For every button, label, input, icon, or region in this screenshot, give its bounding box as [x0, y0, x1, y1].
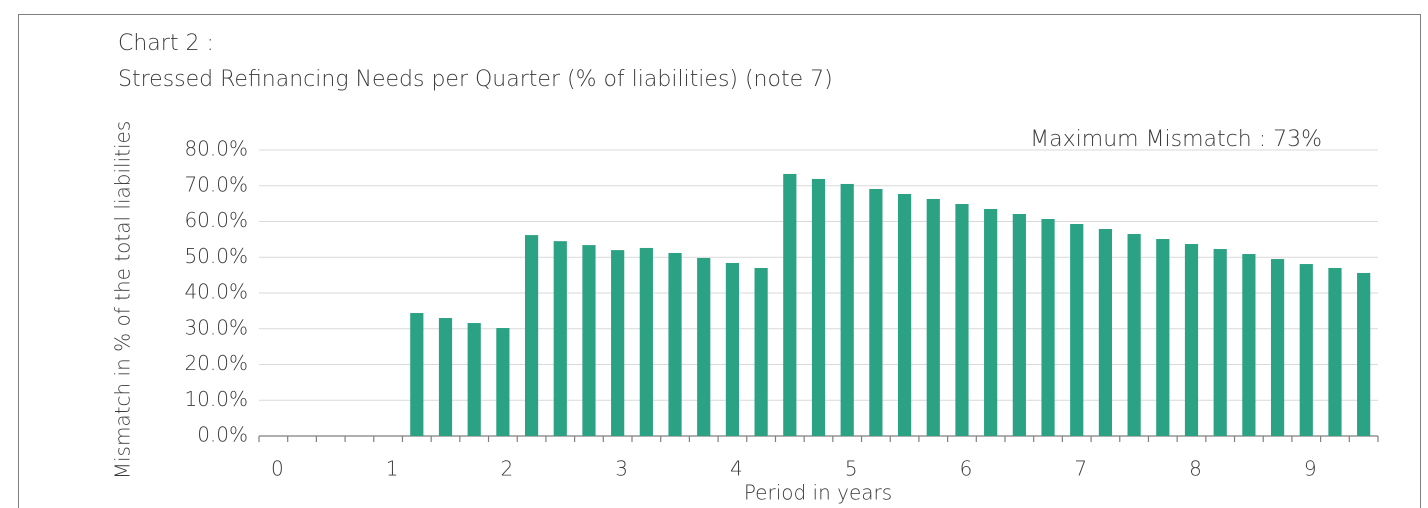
bar — [955, 203, 969, 436]
bar — [1213, 249, 1227, 436]
x-tick-label: 2 — [501, 457, 514, 481]
x-tick-label: 7 — [1074, 457, 1087, 481]
y-tick-label: 40.0% — [184, 280, 248, 304]
x-tick-label: 3 — [615, 457, 628, 481]
bar — [639, 247, 653, 436]
bar — [1098, 229, 1113, 436]
bar — [811, 178, 826, 436]
bar — [668, 252, 682, 436]
bar — [754, 267, 768, 436]
bar — [438, 318, 453, 436]
bar — [697, 257, 711, 436]
y-tick-label: 60.0% — [184, 208, 248, 232]
bar — [1299, 264, 1313, 436]
bar — [553, 241, 567, 436]
y-tick-label: 70.0% — [184, 172, 248, 196]
bar — [783, 173, 797, 436]
y-tick-label: 10.0% — [184, 387, 248, 411]
bar — [840, 183, 854, 436]
y-tick-label: 50.0% — [184, 244, 248, 268]
bar — [410, 313, 424, 436]
bar — [524, 235, 539, 436]
y-tick-label: 80.0% — [184, 137, 248, 161]
annotation: Maximum Mismatch : 73% — [1030, 127, 1322, 152]
x-tick-label: 0 — [271, 457, 284, 481]
bar — [984, 208, 998, 436]
bar — [1041, 218, 1055, 436]
bar — [869, 188, 883, 436]
x-tick-label: 1 — [386, 457, 399, 481]
bar — [1184, 244, 1199, 436]
chart-title: Stressed Refinancing Needs per Quarter (… — [118, 67, 833, 92]
bar — [897, 193, 912, 436]
bar — [1070, 224, 1084, 436]
bar — [1156, 239, 1170, 436]
bar — [1127, 234, 1141, 436]
bar — [1357, 272, 1371, 436]
frame — [18, 14, 1421, 508]
bar — [611, 250, 625, 436]
chart-subtitle: Chart 2 : — [118, 31, 214, 56]
y-tick-label: 0.0% — [197, 423, 248, 447]
bar — [1012, 213, 1026, 436]
x-tick-label: 5 — [845, 457, 858, 481]
bar — [496, 328, 510, 436]
x-tick-label: 9 — [1304, 457, 1317, 481]
x-tick-label: 4 — [730, 457, 743, 481]
bar — [725, 262, 740, 436]
x-tick-label: 8 — [1189, 457, 1202, 481]
x-tick-label: 6 — [960, 457, 973, 481]
bar — [1328, 267, 1342, 436]
bar — [1270, 259, 1285, 436]
x-axis-label: Period in years — [744, 481, 892, 505]
bar — [1242, 254, 1256, 436]
y-tick-label: 20.0% — [184, 351, 248, 375]
bar — [926, 198, 940, 436]
y-tick-label: 30.0% — [184, 315, 248, 339]
bar — [467, 323, 481, 436]
y-axis-label: Mismatch in % of the total liabilities — [111, 121, 135, 480]
bar — [582, 245, 596, 436]
